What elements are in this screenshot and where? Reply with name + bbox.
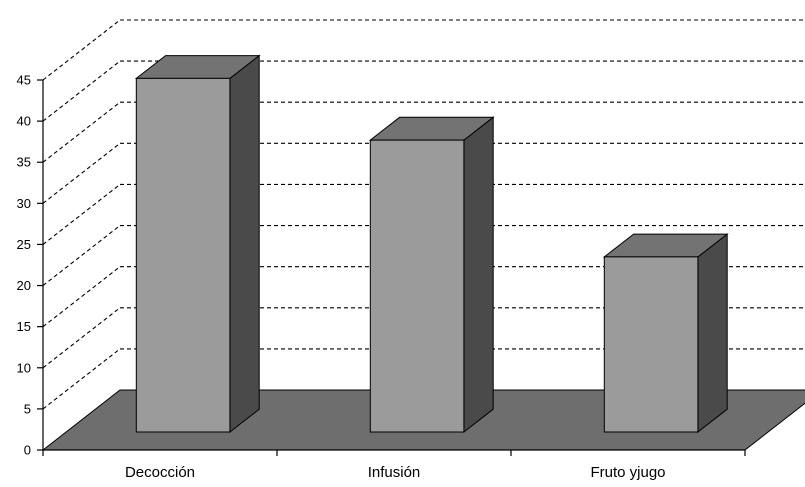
chart-axes bbox=[37, 79, 746, 456]
y-tick-label: 40 bbox=[17, 114, 31, 129]
side-gridline bbox=[42, 60, 121, 122]
chart-bars bbox=[134, 54, 729, 434]
side-wall-gridlines bbox=[42, 19, 121, 410]
bar-front-face bbox=[603, 256, 699, 433]
side-gridline bbox=[42, 348, 121, 410]
y-tick-label: 25 bbox=[17, 237, 31, 252]
y-tick-label: 30 bbox=[17, 196, 31, 211]
side-gridline bbox=[42, 307, 121, 369]
y-tick-label: 5 bbox=[24, 401, 31, 416]
side-gridline bbox=[42, 142, 121, 204]
x-tick-label: Fruto yjugo bbox=[590, 464, 665, 481]
side-gridline bbox=[42, 266, 121, 328]
bar-side-face bbox=[463, 116, 494, 434]
x-tick-label: Infusión bbox=[368, 464, 421, 481]
x-tick-label: Decocción bbox=[125, 464, 195, 481]
side-gridline bbox=[42, 19, 121, 81]
y-tick-label: 20 bbox=[17, 278, 31, 293]
side-gridline bbox=[42, 184, 121, 245]
bar bbox=[602, 233, 729, 434]
side-gridline bbox=[42, 101, 121, 163]
side-gridline bbox=[42, 225, 121, 286]
bar bbox=[134, 54, 261, 434]
bar-front-face bbox=[135, 77, 231, 433]
y-tick-label: 35 bbox=[17, 155, 31, 170]
y-tick-label: 10 bbox=[17, 360, 31, 375]
y-tick-label: 0 bbox=[24, 443, 31, 458]
y-tick-label: 15 bbox=[17, 319, 31, 334]
bar-front-face bbox=[369, 139, 465, 433]
bar-side-face bbox=[697, 233, 728, 434]
bar-side-face bbox=[229, 54, 260, 434]
y-tick-label: 45 bbox=[17, 73, 31, 88]
bar bbox=[368, 116, 495, 434]
chart-labels: 0 5 10 15 20 25 30 35 40 45 Decocción Infusión Fruto… bbox=[17, 73, 666, 482]
